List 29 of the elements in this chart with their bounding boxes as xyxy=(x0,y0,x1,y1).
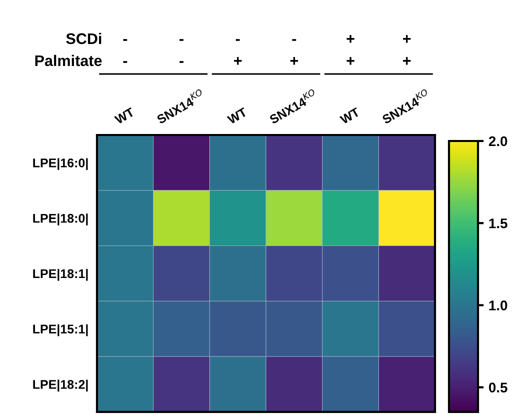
text: - xyxy=(123,39,128,41)
text: + xyxy=(346,56,354,65)
text: - xyxy=(180,39,184,41)
text: Palmitate xyxy=(35,54,102,66)
text: - xyxy=(123,61,128,63)
x-tick-label: WT xyxy=(226,107,248,124)
text: + xyxy=(346,34,354,43)
x-tick-label: WT xyxy=(339,107,360,124)
x-tick-label: SNX14$^{KO}$ xyxy=(268,88,318,124)
text: + xyxy=(403,56,411,65)
color-bar-label: 1.5 xyxy=(489,218,508,228)
text: + xyxy=(403,34,411,43)
text: SCDi xyxy=(66,32,102,44)
x-tick-label: SNX14$^{KO}$ xyxy=(154,88,206,124)
y-tick-label: LPE|16:0| xyxy=(33,158,88,170)
color-bar-label: 0.5 xyxy=(488,382,508,392)
y-tick-label: LPE|18:0| xyxy=(33,214,88,226)
y-tick-label: LPE|15:1| xyxy=(33,324,88,336)
text: + xyxy=(234,56,242,65)
x-tick-label: SNX14$^{KO}$ xyxy=(380,88,431,124)
text: - xyxy=(236,39,240,41)
text: - xyxy=(292,39,296,41)
color-bar-label: 1.0 xyxy=(489,300,508,310)
color-bar-label: 2.0 xyxy=(488,136,508,146)
text: + xyxy=(290,56,298,65)
text: - xyxy=(180,61,184,63)
y-tick-label: LPE|18:1| xyxy=(33,268,88,281)
x-tick-label: WT xyxy=(114,107,136,124)
y-tick-label: LPE|18:2| xyxy=(33,380,88,392)
